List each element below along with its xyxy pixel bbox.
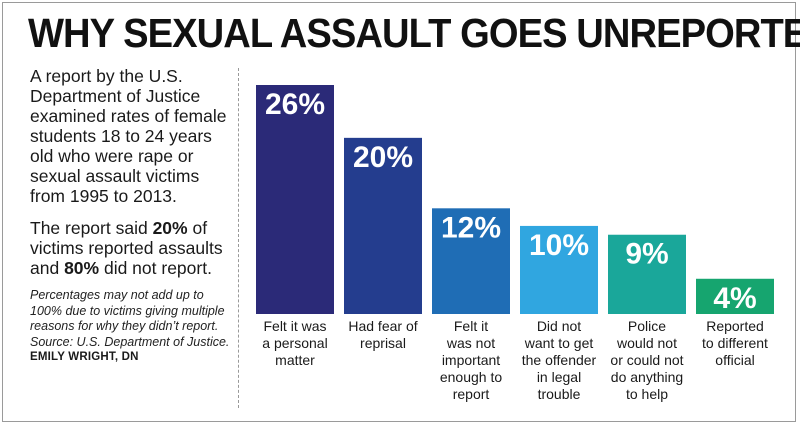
category-label-6: Reported to different official — [702, 318, 768, 368]
category-label-1: Felt it was a personal matter — [262, 318, 327, 368]
column-divider — [238, 68, 239, 408]
bar-value-label-6: 4% — [713, 282, 756, 315]
chart-title: WHY SEXUAL ASSAULT GOES UNREPORTED — [28, 10, 800, 56]
category-label-4: Did not want to get the offender in legal tr… — [522, 318, 597, 402]
category-label-2: Had fear of reprisal — [348, 318, 417, 351]
bar-1 — [256, 85, 334, 314]
reported-percent: 20% — [152, 218, 188, 238]
intro-text: A report by the U.S. Department of Justi… — [30, 66, 227, 206]
bar-value-label-5: 9% — [625, 238, 668, 271]
footnote: Percentages may not add up to 100% due t… — [30, 288, 230, 349]
report-suffix: did not report. — [99, 258, 212, 278]
bar-2 — [344, 137, 422, 314]
bar-5 — [608, 234, 686, 314]
credit-line: EMILY WRIGHT, DN — [30, 351, 139, 363]
report-summary: The report said 20% of victims reported … — [30, 218, 235, 278]
sidebar: A report by the U.S. Department of Justi… — [30, 66, 235, 363]
report-prefix: The report said — [30, 218, 153, 238]
report-middle: of victims reported assaults and — [30, 218, 223, 278]
chart-frame — [2, 2, 796, 422]
bar-3 — [432, 208, 510, 314]
bar-value-label-4: 10% — [529, 229, 589, 262]
category-label-5: Police would not or could not do anything to… — [610, 318, 683, 402]
unreported-percent: 80% — [64, 258, 100, 278]
bar-value-label-2: 20% — [353, 141, 413, 174]
bar-value-label-3: 12% — [441, 211, 501, 244]
category-label-3: Felt it was not important enough to report — [440, 318, 502, 402]
bar-6 — [696, 278, 774, 314]
bar-value-label-1: 26% — [265, 88, 325, 121]
bar-4 — [520, 225, 598, 314]
